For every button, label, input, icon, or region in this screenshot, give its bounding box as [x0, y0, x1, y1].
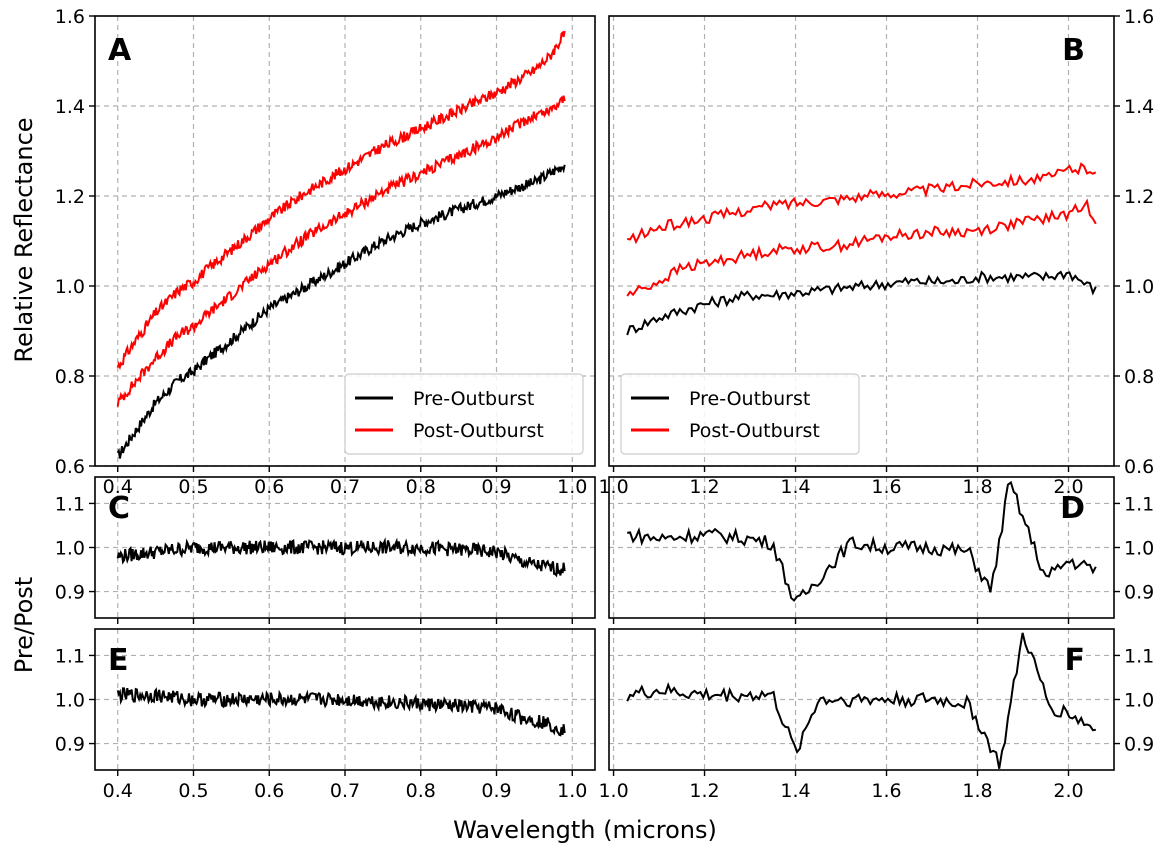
- y-tick-label: 1.4: [1124, 96, 1154, 118]
- panel-label: C: [108, 491, 130, 526]
- plot-area: [116, 687, 566, 737]
- series-line: [116, 95, 566, 407]
- panel-c: 0.9 1.0 1.1 C: [55, 476, 596, 624]
- series-line: [116, 537, 566, 578]
- legend: Pre-Outburst Post-Outburst: [344, 373, 584, 455]
- x-axis-label: Wavelength (microns): [453, 816, 717, 844]
- y-tick-label: 1.1: [1124, 493, 1154, 515]
- y-tick-label: 0.6: [55, 456, 85, 478]
- x-tick-label: 1.0: [557, 780, 587, 802]
- y-tick-label: 1.0: [55, 690, 85, 712]
- y-tick-label: 1.4: [55, 96, 85, 118]
- y-tick-label: 0.8: [55, 366, 85, 388]
- plot-area: [626, 632, 1096, 769]
- y-tick-label: 1.6: [55, 6, 85, 28]
- y-tick-label: 0.9: [1124, 734, 1154, 756]
- series-line: [116, 164, 566, 459]
- legend-label-pre: Pre-Outburst: [413, 388, 534, 410]
- legend-label-post: Post-Outburst: [413, 420, 544, 442]
- panel-label: F: [1065, 643, 1086, 678]
- x-tick-label: 1.6: [871, 780, 901, 802]
- y-tick-label: 1.6: [1124, 6, 1154, 28]
- y-tick-label: 0.9: [1124, 582, 1154, 604]
- series-line: [626, 270, 1097, 336]
- y-tick-label: 1.0: [1124, 690, 1154, 712]
- series-line: [116, 30, 566, 371]
- y-tick-label: 1.1: [55, 645, 85, 667]
- legend-box: [620, 373, 860, 455]
- x-tick-label: 0.4: [103, 780, 133, 802]
- panel-label: A: [108, 33, 132, 68]
- y-tick-label: 1.2: [1124, 186, 1154, 208]
- panel-f: 0.9 1.0 1.1 1.0 1.2 1.4 1.6 1.8 2.0 F: [598, 628, 1154, 802]
- x-tick-label: 0.5: [178, 780, 208, 802]
- y-axis-label-bottom: Pre/Post: [10, 577, 38, 673]
- y-tick-label: 1.0: [55, 276, 85, 298]
- series-line: [627, 162, 1097, 245]
- y-tick-label: 1.0: [1124, 276, 1154, 298]
- x-tick-label: 1.2: [689, 780, 719, 802]
- y-tick-label: 1.1: [1124, 645, 1154, 667]
- axes-frame: [608, 15, 1115, 467]
- y-tick-label: 1.1: [55, 493, 85, 515]
- x-tick-label: 0.6: [254, 780, 284, 802]
- panel-b: 0.60.81.01.21.41.61.0 1.2 1.4 1.6 1.8 2.0BPre…: [598, 6, 1154, 498]
- panel-label: E: [108, 643, 129, 678]
- x-tick-label: 0.7: [330, 780, 360, 802]
- panel-label: D: [1060, 491, 1085, 526]
- plot-area: [626, 162, 1097, 336]
- x-tick-label: 1.8: [962, 780, 992, 802]
- plot-area: [116, 30, 566, 459]
- legend-label-pre: Pre-Outburst: [689, 388, 810, 410]
- y-tick-label: 0.8: [1124, 366, 1154, 388]
- x-tick-label: 0.8: [406, 780, 436, 802]
- plot-area: [627, 480, 1097, 602]
- panel-e: 0.9 1.0 1.1 0.4 0.5 0.6 0.7 0.8 0.9 1.0 E: [55, 628, 596, 802]
- y-axis-label-top: Relative Reflectance: [10, 117, 38, 362]
- series-line: [626, 632, 1096, 769]
- y-tick-label: 1.0: [55, 538, 85, 560]
- x-tick-label: 1.0: [598, 780, 628, 802]
- series-line: [626, 198, 1097, 297]
- x-tick-label: 2.0: [1053, 780, 1083, 802]
- y-tick-label: 1.0: [1124, 538, 1154, 560]
- series-line: [627, 480, 1097, 602]
- x-tick-label: 0.9: [481, 780, 511, 802]
- series-line: [116, 687, 566, 737]
- y-tick-label: 1.2: [55, 186, 85, 208]
- x-tick-label: 1.4: [780, 780, 810, 802]
- y-tick-label: 0.9: [55, 582, 85, 604]
- panel-label: B: [1062, 33, 1085, 68]
- legend: Pre-Outburst Post-Outburst: [620, 373, 860, 455]
- plot-area: [116, 537, 566, 578]
- legend-label-post: Post-Outburst: [689, 420, 820, 442]
- y-tick-label: 0.6: [1124, 456, 1154, 478]
- legend-box: [344, 373, 584, 455]
- panel-a: 0.60.81.01.21.41.60.4 0.5 0.6 0.7 0.8 0.9 1.0A…: [55, 6, 596, 498]
- y-tick-label: 0.9: [55, 734, 85, 756]
- panel-d: 0.9 1.0 1.1 D: [608, 476, 1154, 624]
